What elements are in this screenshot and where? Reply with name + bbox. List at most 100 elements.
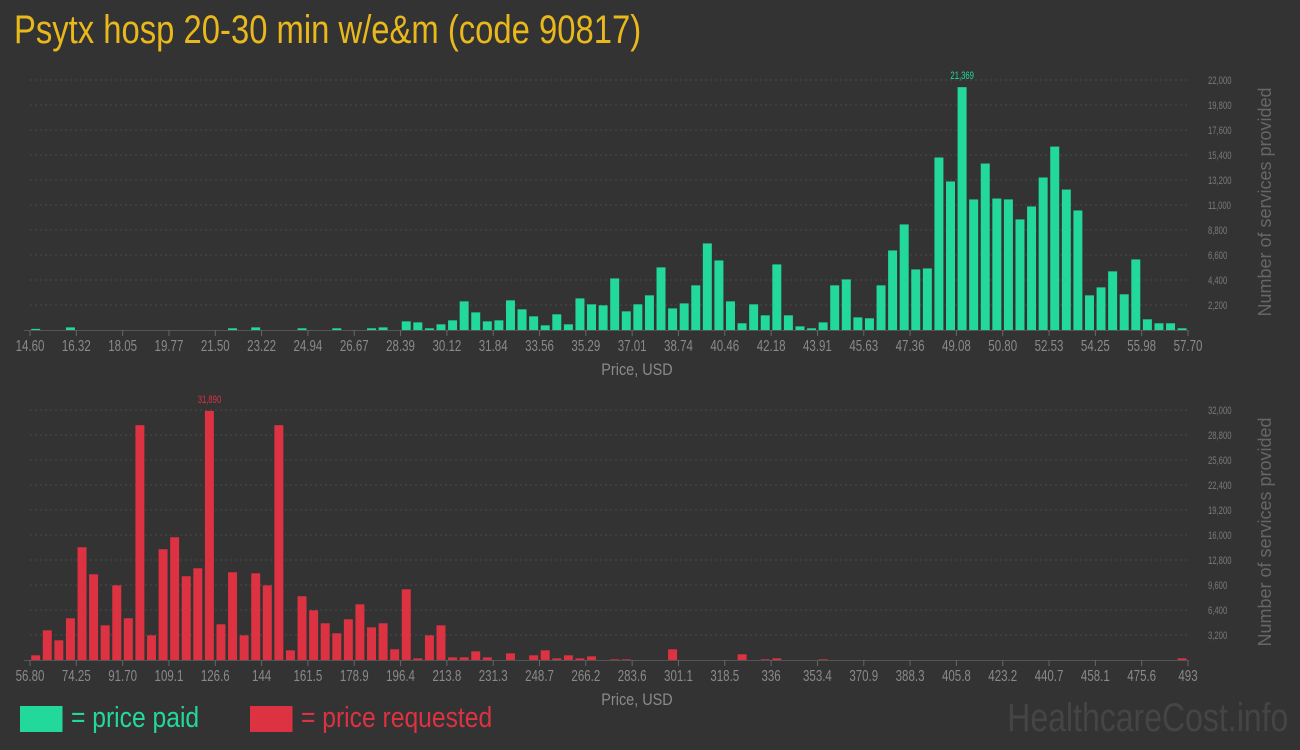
x-tick-label: 50.80 xyxy=(988,336,1017,354)
bar xyxy=(401,589,411,660)
bar xyxy=(876,285,886,330)
bar xyxy=(31,328,41,330)
bar xyxy=(482,321,492,330)
x-tick-label: 336 xyxy=(762,666,781,684)
x-tick-label: 37.01 xyxy=(618,336,647,354)
y-tick-label: 6,400 xyxy=(1208,605,1227,618)
bar xyxy=(262,585,272,660)
bar xyxy=(1084,295,1094,330)
y-tick-label: 9,600 xyxy=(1208,580,1227,593)
bar xyxy=(378,327,388,330)
bar xyxy=(401,321,411,330)
bar xyxy=(563,655,573,660)
x-tick-label: 458.1 xyxy=(1081,666,1110,684)
bar xyxy=(228,328,238,330)
x-tick-label: 178.9 xyxy=(340,666,369,684)
bar xyxy=(621,659,631,660)
x-tick-label: 405.8 xyxy=(942,666,971,684)
x-tick-label: 40.46 xyxy=(710,336,739,354)
bar xyxy=(332,633,342,660)
bar xyxy=(1154,323,1164,330)
bar xyxy=(552,314,562,330)
bar xyxy=(65,618,75,660)
x-tick-label: 231.3 xyxy=(479,666,508,684)
bar xyxy=(100,625,110,660)
bar xyxy=(181,576,191,660)
price-paid-chart: 2,200 4,400 6,600 8,800 11,000 13,200 15,400 17… xyxy=(16,70,1232,355)
bar xyxy=(193,568,203,660)
bar xyxy=(783,315,793,330)
bar xyxy=(390,649,400,660)
bar xyxy=(1073,210,1083,330)
x-tick-label: 52.53 xyxy=(1035,336,1064,354)
bar xyxy=(448,657,458,660)
bar xyxy=(772,264,782,330)
x-tick-label: 388.3 xyxy=(896,666,925,684)
x-tick-label: 56.80 xyxy=(16,666,45,684)
x-tick-label: 14.60 xyxy=(16,336,45,354)
bar xyxy=(668,308,678,330)
x-tick-label: 28.39 xyxy=(386,336,415,354)
x-tick-label: 18.05 xyxy=(108,336,137,354)
bar xyxy=(112,585,122,660)
x-tick-label: 266.2 xyxy=(571,666,600,684)
bar xyxy=(1131,259,1141,330)
bar xyxy=(471,312,481,330)
y-tick-label: 17,600 xyxy=(1208,125,1232,138)
bar xyxy=(31,655,41,660)
watermark-logo: HealthcareCost.info xyxy=(1006,696,1288,740)
bar xyxy=(1108,271,1118,330)
bar xyxy=(505,300,515,330)
bar xyxy=(587,656,597,660)
bar xyxy=(633,304,643,330)
bar xyxy=(726,301,735,330)
bar xyxy=(749,304,759,330)
bar xyxy=(1050,146,1060,330)
y-tick-label: 3,200 xyxy=(1208,630,1227,643)
bar xyxy=(158,549,168,660)
bar xyxy=(436,625,446,660)
price-requested-label: = price requested xyxy=(301,702,493,734)
bar xyxy=(274,425,284,660)
y-tick-label: 4,400 xyxy=(1208,275,1227,288)
bar xyxy=(610,659,620,660)
bar xyxy=(170,537,180,660)
bar xyxy=(77,547,87,660)
peak-value-label: 31,890 xyxy=(198,394,222,407)
bar xyxy=(529,316,539,330)
x-tick-label: 19.77 xyxy=(155,336,184,354)
x-tick-label: 423.2 xyxy=(988,666,1017,684)
x-tick-label: 30.12 xyxy=(432,336,461,354)
x-tick-label: 33.56 xyxy=(525,336,554,354)
x-tick-label: 54.25 xyxy=(1081,336,1110,354)
x-tick-label: 196.4 xyxy=(386,666,415,684)
x-tick-label: 35.29 xyxy=(571,336,600,354)
x-tick-label: 475.6 xyxy=(1127,666,1156,684)
bar xyxy=(1003,199,1013,330)
bar xyxy=(830,285,840,330)
bar xyxy=(644,295,654,330)
bar xyxy=(656,267,666,330)
bar xyxy=(737,654,747,660)
x-tick-label: 57.70 xyxy=(1174,336,1203,354)
bar xyxy=(1015,219,1025,330)
bar xyxy=(494,320,504,330)
bar xyxy=(251,327,261,330)
bar xyxy=(482,657,492,660)
bar xyxy=(413,322,423,330)
x-tick-label: 42.18 xyxy=(757,336,786,354)
bar xyxy=(864,318,874,330)
peak-value-label: 21,369 xyxy=(950,70,974,83)
y-tick-label: 11,000 xyxy=(1208,200,1231,213)
bar xyxy=(1061,189,1071,330)
y-tick-label: 25,600 xyxy=(1208,455,1232,468)
bar xyxy=(598,305,608,330)
x-tick-label: 55.98 xyxy=(1127,336,1156,354)
bar xyxy=(899,224,909,330)
bar xyxy=(517,309,527,330)
y-tick-label: 8,800 xyxy=(1208,225,1227,238)
y-tick-label: 19,200 xyxy=(1208,505,1232,518)
y-tick-label: 13,200 xyxy=(1208,175,1232,188)
bar xyxy=(818,322,828,330)
x-tick-label: 38.74 xyxy=(664,336,693,354)
